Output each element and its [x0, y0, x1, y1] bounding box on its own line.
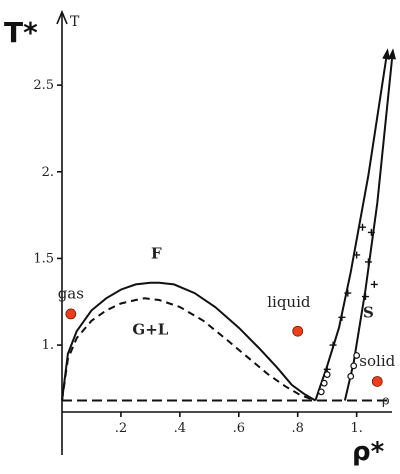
state-label-gas: gas [58, 284, 84, 302]
region-label: S [363, 303, 374, 321]
axes [56, 9, 392, 455]
plus-marker [364, 258, 372, 266]
y-tick-label: 2.5 [33, 78, 54, 93]
state-label-liquid: liquid [267, 293, 311, 311]
ticks: .2 .4 .6 .8 1. 1. 1.5 2. 2.5 [33, 78, 363, 436]
plus-marker [361, 293, 369, 301]
open-circle-marker [353, 352, 361, 359]
labels: ρ gas liquid solid F G+L S [58, 244, 396, 408]
triple-line-label: ρ [382, 394, 390, 409]
series-line-4 [343, 58, 393, 401]
plus-marker [329, 341, 337, 349]
y-axis-arrow-icon [56, 9, 68, 25]
open-circle-marker [320, 379, 328, 387]
x-axis-label: ρ* [352, 437, 385, 467]
y-tick-label: 1.5 [33, 251, 54, 266]
x-tick-label: .6 [233, 421, 245, 436]
curves [61, 48, 396, 402]
plus-marker [370, 280, 378, 288]
open-circle-marker [323, 371, 331, 378]
plus-marker [353, 251, 361, 259]
region-label: G+L [132, 321, 168, 339]
open-circle-marker [317, 388, 325, 396]
y-axis-label: T* [4, 16, 38, 49]
x-tick-label: .4 [174, 421, 186, 436]
markers [65, 223, 383, 396]
plus-marker [344, 289, 352, 297]
x-tick-label: .8 [292, 421, 304, 436]
state-point-liquid [292, 325, 304, 337]
series-line-3 [314, 58, 388, 401]
region-label: F [151, 244, 162, 262]
state-point-solid [371, 376, 383, 387]
plus-marker [359, 223, 367, 231]
open-circle-marker [350, 362, 358, 370]
plus-marker [367, 228, 375, 236]
series-line-1 [61, 281, 316, 402]
arrowhead-icon [388, 48, 396, 60]
arrowhead-icon [382, 48, 391, 60]
state-point-gas [65, 308, 77, 320]
y-axis-label-secondary: T [70, 14, 80, 30]
y-tick-label: 2. [42, 165, 54, 180]
open-circle-marker [347, 372, 355, 380]
x-tick-label: .2 [115, 421, 127, 436]
y-tick-label: 1. [42, 338, 54, 353]
state-label-solid: solid [359, 352, 395, 370]
plus-marker [338, 313, 346, 321]
series-line-2 [61, 297, 316, 402]
x-tick-label: 1. [350, 421, 362, 436]
